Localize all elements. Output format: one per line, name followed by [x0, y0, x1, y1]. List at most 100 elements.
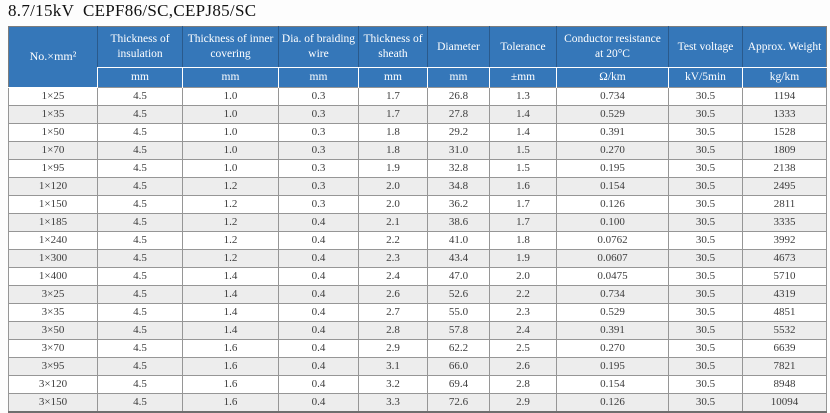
- column-header: Conductor resistance at 20°C: [556, 26, 669, 68]
- table-cell: 6639: [742, 339, 827, 358]
- table-cell: 30.5: [668, 375, 743, 394]
- table-cell: 30.5: [668, 339, 743, 358]
- table-row: 3×70 4.5 1.6 0.4 2.9 62.2 2.5 0.270 30.5 6639: [8, 339, 827, 358]
- table-cell: 26.8: [427, 87, 490, 106]
- table-row: 3×150 4.5 1.6 0.4 3.3 72.6 2.9 0.126 30.5 10094: [8, 393, 827, 413]
- table-cell: 2.9: [358, 339, 428, 358]
- table-cell: 41.0: [427, 231, 490, 250]
- table-cell: 2.2: [358, 231, 428, 250]
- table-cell: 0.3: [278, 141, 359, 160]
- column-unit: mm: [278, 67, 359, 88]
- cell-size: 3×150: [8, 393, 98, 413]
- table-cell: 2.4: [489, 321, 557, 340]
- table-cell: 8948: [742, 375, 827, 394]
- table-cell: 0.270: [556, 141, 669, 160]
- table-cell: 57.8: [427, 321, 490, 340]
- table-cell: 1.8: [489, 231, 557, 250]
- table-cell: 36.2: [427, 195, 490, 214]
- table-cell: 55.0: [427, 303, 490, 322]
- table-cell: 10094: [742, 393, 827, 413]
- table-cell: 0.3: [278, 105, 359, 124]
- table-cell: 1.9: [358, 159, 428, 178]
- column-header: No.×mm²: [8, 26, 98, 88]
- table-cell: 3992: [742, 231, 827, 250]
- table-cell: 30.5: [668, 285, 743, 304]
- table-cell: 5710: [742, 267, 827, 286]
- table-row: 1×50 4.5 1.0 0.3 1.8 29.2 1.4 0.391 30.5 1528: [8, 123, 827, 142]
- column-unit: mm: [182, 67, 279, 88]
- column-unit: mm: [427, 67, 490, 88]
- cell-size: 3×25: [8, 285, 98, 304]
- table-cell: 47.0: [427, 267, 490, 286]
- column-header: Test voltage: [668, 26, 743, 68]
- column-unit: mm: [358, 67, 428, 88]
- table-cell: 30.5: [668, 393, 743, 413]
- table-cell: 1.0: [182, 141, 279, 160]
- table-cell: 4.5: [97, 303, 183, 322]
- table-cell: 0.4: [278, 393, 359, 413]
- table-cell: 1.2: [182, 213, 279, 232]
- table-cell: 0.4: [278, 321, 359, 340]
- table-cell: 2.5: [489, 339, 557, 358]
- table-cell: 4.5: [97, 339, 183, 358]
- table-cell: 1.0: [182, 123, 279, 142]
- table-row: 1×240 4.5 1.2 0.4 2.2 41.0 1.8 0.0762 30.5 3992: [8, 231, 827, 250]
- table-cell: 34.8: [427, 177, 490, 196]
- cell-size: 1×25: [8, 87, 98, 106]
- table-row: 3×120 4.5 1.6 0.4 3.2 69.4 2.8 0.154 30.5 8948: [8, 375, 827, 394]
- table-cell: 2.6: [358, 285, 428, 304]
- table-cell: 4319: [742, 285, 827, 304]
- table-cell: 0.154: [556, 177, 669, 196]
- table-cell: 2138: [742, 159, 827, 178]
- table-cell: 2.2: [489, 285, 557, 304]
- table-row: 1×150 4.5 1.2 0.3 2.0 36.2 1.7 0.126 30.5 2811: [8, 195, 827, 214]
- table-cell: 3.3: [358, 393, 428, 413]
- cell-size: 1×95: [8, 159, 98, 178]
- table-cell: 1.4: [182, 303, 279, 322]
- table-cell: 2.0: [489, 267, 557, 286]
- table-cell: 0.4: [278, 357, 359, 376]
- table-row: 1×120 4.5 1.2 0.3 2.0 34.8 1.6 0.154 30.5 2495: [8, 177, 827, 196]
- table-cell: 0.4: [278, 339, 359, 358]
- table-cell: 1.0: [182, 159, 279, 178]
- table-cell: 2495: [742, 177, 827, 196]
- table-cell: 1.4: [489, 123, 557, 142]
- table-cell: 72.6: [427, 393, 490, 413]
- table-cell: 2.3: [358, 249, 428, 268]
- table-cell: 31.0: [427, 141, 490, 160]
- table-cell: 52.6: [427, 285, 490, 304]
- column-unit: kg/km: [742, 67, 827, 88]
- table-row: 3×25 4.5 1.4 0.4 2.6 52.6 2.2 0.734 30.5 4319: [8, 285, 827, 304]
- table-cell: 30.5: [668, 321, 743, 340]
- table-cell: 0.3: [278, 159, 359, 178]
- cell-size: 1×185: [8, 213, 98, 232]
- table-cell: 0.100: [556, 213, 669, 232]
- table-cell: 30.5: [668, 123, 743, 142]
- table-cell: 1.5: [489, 159, 557, 178]
- table-row: 1×400 4.5 1.4 0.4 2.4 47.0 2.0 0.0475 30.5 5710: [8, 267, 827, 286]
- table-cell: 30.5: [668, 105, 743, 124]
- cell-size: 1×150: [8, 195, 98, 214]
- table-row: 1×70 4.5 1.0 0.3 1.8 31.0 1.5 0.270 30.5 1809: [8, 141, 827, 160]
- table-cell: 32.8: [427, 159, 490, 178]
- table-cell: 38.6: [427, 213, 490, 232]
- column-header: Thickness of sheath: [358, 26, 428, 68]
- column-unit: Ω/km: [556, 67, 669, 88]
- table-cell: 1.4: [182, 321, 279, 340]
- table-cell: 43.4: [427, 249, 490, 268]
- cell-size: 1×120: [8, 177, 98, 196]
- cell-size: 1×50: [8, 123, 98, 142]
- table-cell: 0.529: [556, 303, 669, 322]
- table-cell: 0.391: [556, 321, 669, 340]
- table-cell: 4.5: [97, 393, 183, 413]
- table-cell: 4.5: [97, 195, 183, 214]
- table-cell: 4.5: [97, 159, 183, 178]
- table-cell: 0.195: [556, 159, 669, 178]
- table-cell: 1.6: [182, 339, 279, 358]
- table-cell: 0.734: [556, 285, 669, 304]
- cell-size: 1×35: [8, 105, 98, 124]
- column-header: Tolerance: [489, 26, 557, 68]
- table-cell: 4673: [742, 249, 827, 268]
- table-cell: 30.5: [668, 195, 743, 214]
- table-cell: 2.8: [489, 375, 557, 394]
